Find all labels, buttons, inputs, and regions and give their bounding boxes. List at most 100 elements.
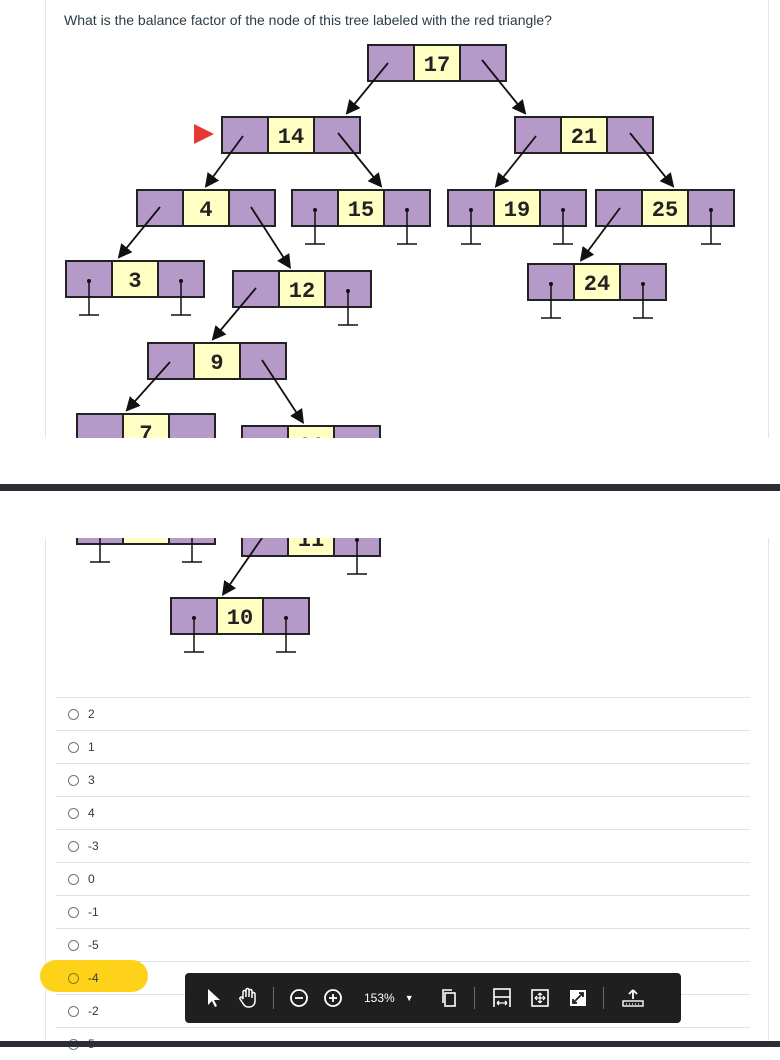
tree-edge xyxy=(579,207,621,262)
toolbar-separator xyxy=(273,987,274,1009)
answer-option[interactable]: -3 xyxy=(56,829,750,862)
tree-node-17: 17 xyxy=(367,44,507,82)
fit-page-button[interactable] xyxy=(527,983,553,1013)
tree-node-21: 21 xyxy=(514,116,654,154)
tree-node-key: 25 xyxy=(652,198,678,223)
radio-button[interactable] xyxy=(68,873,79,885)
tree-node-19: 19 xyxy=(447,189,587,245)
tree-node-key: 17 xyxy=(424,53,450,78)
tree-edge xyxy=(117,206,161,259)
tree-node-key: 14 xyxy=(278,125,304,150)
answer-option-label: 4 xyxy=(88,806,95,820)
zoom-in-button[interactable] xyxy=(320,983,346,1013)
tree-node-key: 9 xyxy=(210,351,223,376)
tree-node-key: 4 xyxy=(199,198,212,223)
fit-width-icon xyxy=(492,988,511,1007)
answer-option-label: -3 xyxy=(88,839,99,853)
tree-edge xyxy=(494,135,537,188)
content-border-left xyxy=(45,538,46,1047)
red-triangle-marker xyxy=(194,124,214,144)
answer-option[interactable]: -5 xyxy=(56,928,750,961)
copy-icon xyxy=(441,989,456,1007)
tree-node-key: 11 xyxy=(298,528,324,553)
content-border-left xyxy=(45,0,46,438)
radio-button[interactable] xyxy=(68,708,79,720)
zoom-in-icon xyxy=(324,989,342,1007)
radio-button[interactable] xyxy=(68,807,79,819)
tree-node-key: 24 xyxy=(584,272,610,297)
tree-node-key: 7 xyxy=(139,422,152,447)
tree-diagram: 17 14 21 4 15 19 25 3 12 24 9 7 11 7 11 10 xyxy=(65,44,735,653)
tree-node-key: 11 xyxy=(298,434,324,459)
hand-icon xyxy=(239,987,256,1008)
hand-tool-button[interactable] xyxy=(235,983,261,1013)
fit-width-button[interactable] xyxy=(489,983,515,1013)
tree-edge xyxy=(204,135,244,188)
answer-option-label: 3 xyxy=(88,773,95,787)
fullscreen-icon xyxy=(569,990,586,1006)
question-text: What is the balance factor of the node o… xyxy=(64,12,552,28)
tree-node-4: 4 xyxy=(136,189,276,227)
upload-icon xyxy=(621,989,644,1007)
tree-node-14: 14 xyxy=(221,116,361,154)
radio-button[interactable] xyxy=(68,774,79,786)
radio-button[interactable] xyxy=(68,906,79,918)
tree-node-key: 19 xyxy=(504,198,530,223)
fit-page-icon xyxy=(530,989,549,1007)
answer-option[interactable]: 3 xyxy=(56,763,750,796)
tree-edge xyxy=(261,359,304,425)
tree-edge xyxy=(125,361,171,412)
tree-node-12: 12 xyxy=(232,270,372,326)
cursor-tool-button[interactable] xyxy=(203,983,225,1013)
zoom-out-button[interactable] xyxy=(286,983,312,1013)
answer-option[interactable]: -4 xyxy=(40,960,750,994)
tree-edge xyxy=(629,132,675,188)
radio-button[interactable] xyxy=(68,939,79,951)
pdf-toolbar: 153% ▼ xyxy=(185,973,681,1023)
tree-node-key: 3 xyxy=(128,269,141,294)
content-border-right xyxy=(768,0,769,438)
answer-option[interactable]: 4 xyxy=(56,796,750,829)
answer-option[interactable]: 1 xyxy=(56,730,750,763)
radio-button[interactable] xyxy=(68,1005,79,1017)
page-divider xyxy=(0,484,780,491)
cursor-icon xyxy=(208,989,220,1007)
toolbar-separator xyxy=(602,987,604,1009)
chevron-down-icon: ▼ xyxy=(404,993,414,1003)
tree-node-11: 11 xyxy=(241,528,381,575)
content-border-right xyxy=(768,538,769,1047)
tree-edge xyxy=(250,206,291,270)
answer-option[interactable]: 2 xyxy=(56,697,750,730)
tree-node-key: 10 xyxy=(227,606,253,631)
answer-option-label: -1 xyxy=(88,905,99,919)
upload-button[interactable] xyxy=(618,983,648,1013)
radio-button[interactable] xyxy=(68,741,79,753)
zoom-out-icon xyxy=(290,989,308,1007)
tree-node-key: 12 xyxy=(289,279,315,304)
tree-edge xyxy=(345,62,389,115)
radio-button[interactable] xyxy=(68,972,79,984)
tree-node-9: 9 xyxy=(147,342,287,380)
answer-option-label: 2 xyxy=(88,707,95,721)
answer-option[interactable]: 0 xyxy=(56,862,750,895)
tree-edge xyxy=(337,132,383,188)
tree-node-key: 21 xyxy=(571,125,597,150)
tree-node-key: 7 xyxy=(139,516,152,541)
answer-option-label: -5 xyxy=(88,938,99,952)
copy-button[interactable] xyxy=(436,983,462,1013)
tree-node-key: 15 xyxy=(348,198,374,223)
answer-option-label: -4 xyxy=(88,971,99,985)
answer-option[interactable]: -1 xyxy=(56,895,750,928)
tree-edge xyxy=(221,538,263,596)
tree-node-10: 10 xyxy=(170,597,310,653)
tree-edge xyxy=(211,287,257,341)
tree-node-25: 25 xyxy=(595,189,735,245)
fullscreen-button[interactable] xyxy=(565,983,591,1013)
tree-node-7: 7 xyxy=(76,516,216,563)
tree-node-11: 11 xyxy=(241,425,381,459)
tree-node-7: 7 xyxy=(76,413,216,447)
zoom-select[interactable]: 153% ▼ xyxy=(358,983,414,1013)
answer-option-label: 1 xyxy=(88,740,95,754)
radio-button[interactable] xyxy=(68,840,79,852)
